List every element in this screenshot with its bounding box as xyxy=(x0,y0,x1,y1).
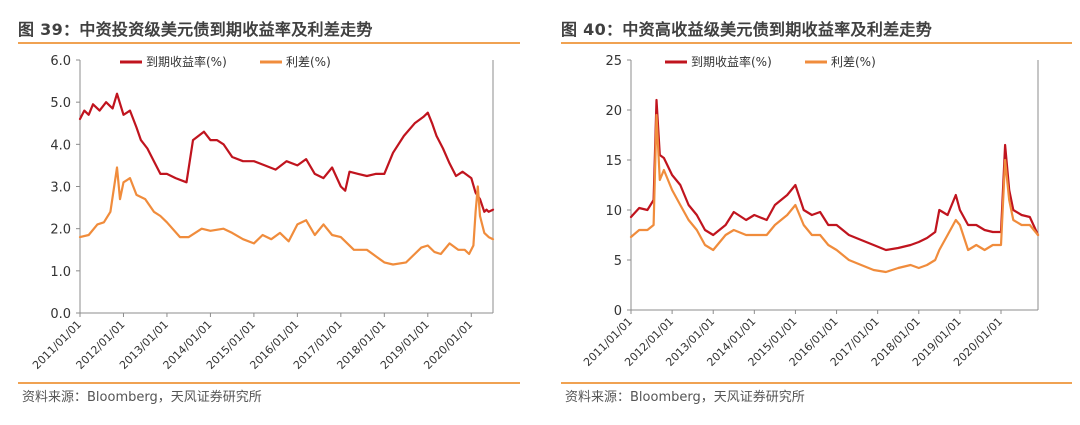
title-rule xyxy=(561,42,1072,44)
legend-label: 到期收益率(%) xyxy=(691,54,772,69)
y-tick-label: 2.0 xyxy=(50,223,71,238)
legend-label: 利差(%) xyxy=(831,55,876,69)
series-line xyxy=(78,92,495,213)
y-tick-label: 5.0 xyxy=(50,96,71,111)
y-tick-label: 3.0 xyxy=(50,181,71,196)
source-rule xyxy=(18,382,520,384)
y-tick-label: 0.0 xyxy=(50,307,71,322)
chart-panel-yield-hy: 图 40：中资高收益级美元债到期收益率及利差走势 0 5 10 15 20 25 2011/… xyxy=(545,0,1080,425)
y-tick-label: 15 xyxy=(605,154,622,169)
legend-label: 到期收益率(%) xyxy=(146,54,227,69)
figure-title: 图 40：中资高收益级美元债到期收益率及利差走势 xyxy=(561,20,933,39)
y-tick-label: 1.0 xyxy=(50,265,71,280)
legend-label: 利差(%) xyxy=(286,55,331,69)
figure-title: 图 39：中资投资级美元债到期收益率及利差走势 xyxy=(18,20,373,39)
y-tick-label: 4.0 xyxy=(50,138,71,153)
line-chart-hy: 05101520252011/01/012012/01/012013/01/01… xyxy=(581,54,1040,369)
source-note: 资料来源：Bloomberg，天风证券研究所 xyxy=(565,390,805,405)
y-tick-label: 6.0 xyxy=(50,54,71,69)
title-rule xyxy=(18,42,520,44)
series-line xyxy=(78,166,495,266)
source-rule xyxy=(561,382,1072,384)
chart-panel-yield-ig: 图 39：中资投资级美元债到期收益率及利差走势 0.0 1.0 2.0 3.0 4.0 5… xyxy=(0,0,520,425)
source-note: 资料来源：Bloomberg，天风证券研究所 xyxy=(22,390,262,405)
y-tick-label: 0 xyxy=(614,304,622,319)
y-tick-label: 20 xyxy=(605,104,622,119)
y-tick-label: 10 xyxy=(605,204,622,219)
series-line xyxy=(629,98,1040,252)
y-tick-label: 5 xyxy=(614,254,622,269)
series-line xyxy=(629,113,1040,274)
y-tick-label: 25 xyxy=(605,54,622,69)
line-chart-ig: 0.01.02.03.04.05.06.02011/01/012012/01/0… xyxy=(30,54,495,372)
